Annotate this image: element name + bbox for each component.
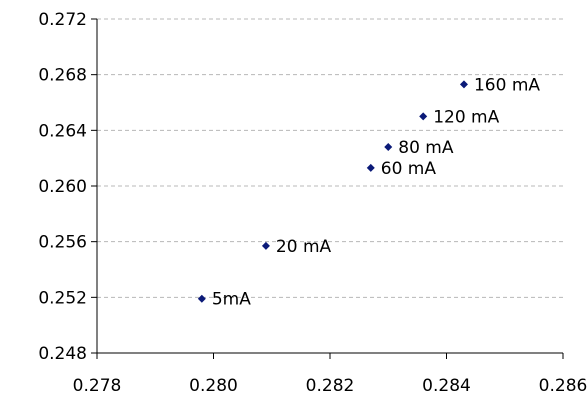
y-tick-label: 0.256: [38, 233, 87, 253]
data-point-diamond: [384, 143, 393, 152]
x-tick-label: 0.280: [189, 376, 238, 396]
y-tick-label: 0.268: [38, 66, 87, 86]
data-point-diamond: [366, 163, 375, 172]
x-tick-label: 0.286: [539, 376, 588, 396]
data-point-diamond: [419, 112, 428, 121]
axes: [91, 18, 564, 359]
data-points: [197, 80, 468, 303]
y-tick-label: 0.252: [38, 288, 87, 308]
x-tick-label: 0.278: [73, 376, 122, 396]
point-label: 160 mA: [474, 75, 540, 95]
grid-lines: [97, 18, 563, 298]
data-point-diamond: [261, 241, 270, 250]
point-label: 60 mA: [381, 159, 437, 179]
x-tick-labels: 0.278 0.280 0.282 0.284 0.286: [73, 376, 588, 396]
data-point-diamond: [459, 80, 468, 89]
data-point-diamond: [197, 294, 206, 303]
x-tick-label: 0.282: [306, 376, 355, 396]
y-tick-labels: 0.248 0.252 0.256 0.260 0.264 0.268 0.272: [38, 10, 87, 364]
point-label: 5mA: [212, 290, 251, 310]
y-tick-label: 0.248: [38, 344, 87, 364]
point-label: 120 mA: [433, 107, 499, 127]
x-tick-label: 0.284: [422, 376, 471, 396]
y-tick-label: 0.264: [38, 121, 87, 141]
point-label: 20 mA: [276, 237, 332, 257]
y-tick-label: 0.260: [38, 177, 87, 197]
y-tick-label: 0.272: [38, 10, 87, 30]
point-label: 80 mA: [398, 138, 454, 158]
